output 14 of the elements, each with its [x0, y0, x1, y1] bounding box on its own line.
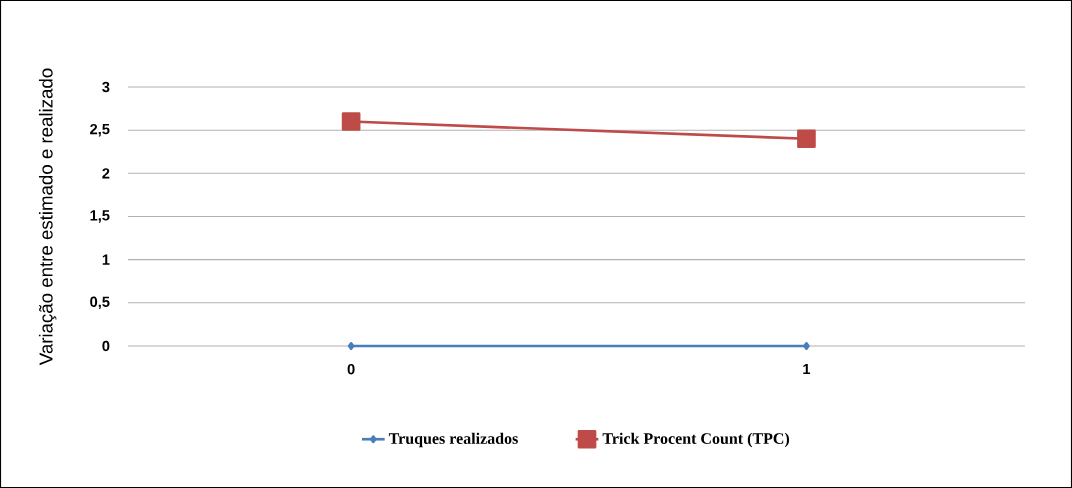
- point: [347, 341, 355, 350]
- y-tick-label: 1: [102, 254, 110, 265]
- y-axis-title: Variação entre estimado e realizado: [38, 68, 57, 366]
- y-tick-label: 0,5: [90, 296, 110, 310]
- y-tick-label: 2: [102, 168, 110, 179]
- point: [803, 341, 810, 350]
- legend-label: Trick Procent Count (TPC): [602, 432, 790, 448]
- y-tick-label: 2,5: [90, 123, 110, 137]
- legend-label: Truques realizados: [388, 432, 518, 448]
- y-tick-label: 3: [102, 81, 110, 93]
- y-tick-label: 0: [102, 340, 110, 352]
- point: [797, 129, 816, 149]
- y-tick-label: 1,5: [90, 210, 110, 223]
- point: [341, 112, 361, 131]
